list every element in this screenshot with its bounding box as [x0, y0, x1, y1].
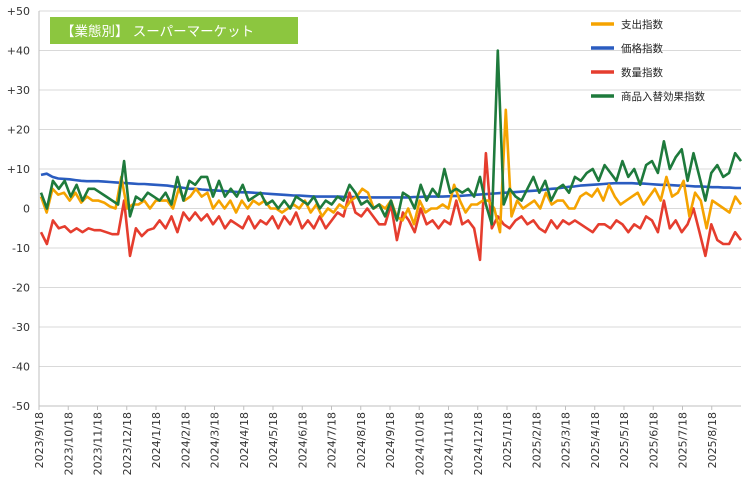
x-tick-label: 2023/11/18: [92, 412, 105, 475]
x-tick-label: 2024/6/18: [296, 412, 309, 468]
x-tick-label: 2024/3/18: [209, 412, 222, 468]
x-tick-label: 2025/6/18: [647, 412, 660, 468]
x-tick-label: 2025/7/18: [677, 412, 690, 468]
chart-title-box: 【業態別】 スーパーマーケット: [50, 17, 298, 44]
x-tick-label: 2024/12/18: [472, 412, 485, 475]
chart-title: 【業態別】 スーパーマーケット: [61, 24, 254, 40]
x-tick-label: 2025/8/18: [706, 412, 719, 468]
x-axis-ticks: 2023/9/18 2023/10/18 2023/11/18 2023/12/18 2…: [33, 406, 719, 475]
x-tick-label: 2023/12/18: [121, 412, 134, 475]
x-tick-label: 2024/8/18: [355, 412, 368, 468]
series-line: [40, 172, 741, 199]
y-tick-label: -10: [12, 242, 30, 255]
x-tick-label: 2025/5/18: [618, 412, 631, 468]
y-tick-label: -40: [12, 361, 30, 374]
x-tick-label: 2024/11/18: [443, 412, 456, 475]
legend-label: 商品入替効果指数: [621, 90, 705, 103]
y-tick-label: +30: [7, 84, 30, 97]
x-tick-label: 2025/3/18: [560, 412, 573, 468]
chart-title-background: [50, 17, 298, 44]
legend-label: 数量指数: [621, 66, 663, 79]
x-tick-label: 2023/9/18: [33, 412, 46, 468]
x-tick-label: 2024/2/18: [179, 412, 192, 468]
y-tick-label: -30: [12, 321, 30, 334]
y-tick-label: 0: [23, 203, 30, 216]
x-tick-label: 2024/1/18: [150, 412, 163, 468]
x-tick-label: 2024/5/18: [267, 412, 280, 468]
x-tick-label: 2024/9/18: [384, 412, 397, 468]
y-tick-label: +20: [7, 124, 30, 137]
y-tick-label: +10: [7, 163, 30, 176]
series-line: [39, 49, 743, 226]
legend-label: 支出指数: [621, 18, 663, 31]
y-tick-label: -20: [12, 282, 30, 295]
x-tick-label: 2023/10/18: [62, 412, 75, 475]
y-tick-label: +40: [7, 45, 30, 58]
x-tick-label: 2025/4/18: [589, 412, 602, 468]
y-tick-label: -50: [12, 400, 30, 413]
x-tick-label: 2025/2/18: [530, 412, 543, 468]
x-tick-label: 2024/7/18: [326, 412, 339, 468]
y-tick-label: +50: [7, 5, 30, 18]
y-axis-ticks: +50 +40 +30 +20 +10 0 -10 -20 -30 -40 -50: [7, 5, 30, 413]
x-tick-label: 2025/1/18: [501, 412, 514, 468]
legend-label: 価格指数: [621, 42, 663, 55]
x-tick-label: 2024/4/18: [238, 412, 251, 468]
series-lines: [39, 49, 743, 262]
x-tick-label: 2024/10/18: [413, 412, 426, 475]
